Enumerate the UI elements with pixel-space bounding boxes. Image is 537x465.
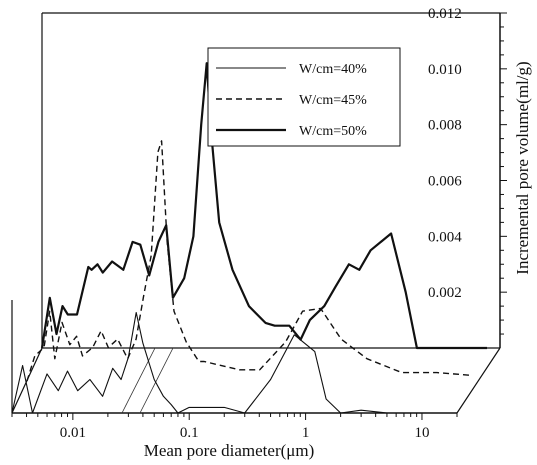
series-line-2 bbox=[27, 141, 472, 381]
legend: W/cm=40% W/cm=45% W/cm=50% bbox=[208, 48, 400, 146]
floor-right-edge bbox=[457, 348, 500, 413]
y-axis-label: Incremental pore volume(ml/g) bbox=[513, 61, 532, 274]
y-tick-label: 0.002 bbox=[428, 285, 462, 301]
y-tick-label: 0.008 bbox=[428, 118, 462, 134]
y-tick-label: 0.012 bbox=[428, 6, 462, 22]
x-tick-label: 0.01 bbox=[60, 425, 86, 441]
x-tick-label: 0.1 bbox=[180, 425, 199, 441]
y-axis-ticks: 0.002 0.004 0.006 0.008 0.010 0.012 bbox=[428, 6, 507, 334]
legend-label-1: W/cm=40% bbox=[299, 62, 367, 77]
x-axis-label: Mean pore diameter(μm) bbox=[144, 441, 315, 460]
legend-label-3: W/cm=50% bbox=[299, 124, 367, 139]
x-tick-label: 1 bbox=[302, 425, 310, 441]
x-tick-label: 10 bbox=[414, 425, 429, 441]
floor-guide-1 bbox=[122, 348, 155, 413]
y-tick-label: 0.006 bbox=[428, 174, 462, 190]
legend-label-2: W/cm=45% bbox=[299, 93, 367, 108]
x-axis-ticks: 0.01 0.1 1 10 bbox=[12, 413, 457, 441]
series-line-1 bbox=[12, 313, 422, 414]
y-tick-label: 0.004 bbox=[428, 229, 462, 245]
floor-guide-2 bbox=[140, 348, 173, 413]
y-tick-label: 0.010 bbox=[428, 62, 462, 78]
